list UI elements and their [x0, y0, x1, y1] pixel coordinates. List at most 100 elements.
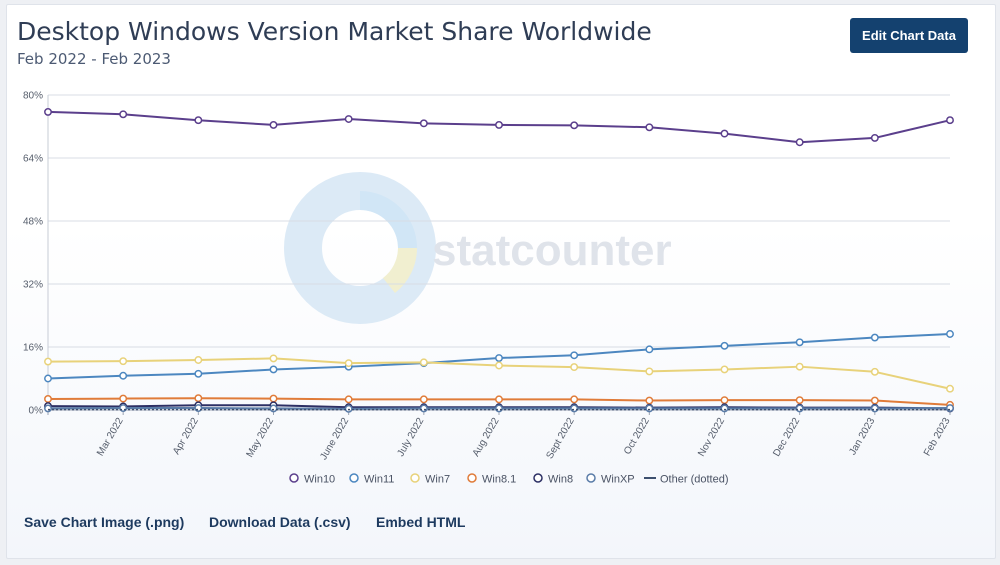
series-win10-point: [946, 116, 954, 125]
legend-marker: [533, 473, 543, 483]
x-axis: Mar 2022 Apr 2022 May 2022 June 2022 July 20…: [47, 410, 953, 462]
series-win10-point: [269, 120, 278, 129]
series-winxp-point: [344, 404, 353, 413]
series-win7-point: [870, 367, 879, 376]
series-win11-point: [44, 374, 52, 383]
date-range-subtitle: Feb 2022 - Feb 2023: [17, 50, 171, 68]
series-win10-point: [795, 138, 804, 147]
legend-marker: [349, 473, 359, 483]
series-win8-1-point: [495, 395, 503, 404]
y-tick-label: 80%: [23, 91, 43, 102]
x-tick-label: June 2022: [318, 416, 351, 462]
y-tick-label: 64%: [23, 154, 43, 165]
legend-label: Other (dotted): [660, 474, 728, 486]
series-win7-point: [645, 367, 654, 376]
y-tick-label: 16%: [23, 343, 43, 354]
series-winxp-point: [870, 404, 879, 413]
legend-marker: [289, 473, 299, 483]
series-win8-1-point: [119, 394, 128, 403]
series-win8-1-point: [44, 395, 52, 403]
series-win10-point: [194, 116, 203, 125]
x-tick-label: May 2022: [245, 416, 277, 460]
series-win8-1-point: [795, 396, 804, 405]
series-win10-point: [419, 119, 428, 128]
x-tick-label: Feb 2023: [922, 416, 953, 458]
series-win8-1-point: [720, 396, 729, 405]
series-win7-point: [946, 384, 954, 393]
x-tick-label: Oct 2022: [622, 416, 652, 457]
x-tick-label: Mar 2022: [95, 416, 126, 458]
series-winxp-point: [570, 404, 579, 413]
series-win7-point: [495, 361, 503, 370]
series-win10-point: [720, 129, 729, 138]
series-win8-1-point: [419, 395, 428, 404]
series-win8-1-point: [570, 395, 579, 404]
series-win7-point: [119, 357, 128, 366]
legend-marker: [586, 473, 596, 483]
series-win11-point: [795, 338, 804, 347]
series-win8-1-point: [269, 394, 278, 403]
x-tick-label: Nov 2022: [696, 416, 727, 459]
legend-label: Win7: [425, 474, 450, 486]
page-title: Desktop Windows Version Market Share Wor…: [17, 17, 652, 46]
series-win7-point: [269, 354, 278, 363]
series-win10-point: [44, 107, 52, 116]
watermark-logo-segment: [360, 191, 417, 248]
series-win10-point: [570, 121, 579, 130]
series-layer: [44, 107, 954, 413]
statcounter-watermark: statcounter: [284, 172, 672, 324]
series-win11-point: [570, 351, 579, 360]
series-winxp-point: [44, 404, 52, 413]
y-tick-label: 32%: [23, 280, 43, 291]
chart-legend: Win10 Win11 Win7 Win8.1 Win8 WinXP Other (dott…: [289, 473, 728, 486]
x-tick-label: July 2022: [395, 416, 426, 459]
legend-label: Win10: [304, 474, 335, 486]
series-win7-point: [419, 358, 428, 367]
series-win11-point: [119, 371, 128, 380]
series-winxp-point: [720, 404, 729, 413]
series-win10-point: [870, 133, 879, 142]
legend-marker: [410, 473, 420, 483]
series-win7-point: [194, 356, 203, 364]
series-win8-1-point: [194, 394, 203, 403]
series-win7-point: [570, 363, 579, 372]
watermark-text: statcounter: [432, 226, 672, 275]
series-win8-1-point: [870, 396, 879, 405]
series-win7-point: [344, 359, 353, 368]
series-win10-point: [645, 123, 654, 132]
y-axis: 0% 16% 32% 48% 64% 80%: [23, 91, 43, 417]
series-win7-point: [720, 365, 729, 374]
series-win7-point: [44, 357, 52, 366]
download-data-link[interactable]: Download Data (.csv): [209, 514, 351, 530]
series-winxp-point: [269, 404, 278, 413]
series-win11-point: [720, 341, 729, 350]
legend-label: Win11: [364, 474, 394, 486]
series-win11-point: [946, 330, 954, 338]
legend-label: Win8.1: [482, 474, 516, 486]
series-win11-point: [194, 369, 203, 378]
x-tick-label: Aug 2022: [471, 416, 502, 459]
series-winxp-point: [795, 404, 804, 413]
x-tick-label: Sept 2022: [544, 416, 577, 461]
legend-marker: [467, 473, 477, 483]
series-win8-1-point: [645, 396, 654, 405]
series-winxp-point: [419, 404, 428, 413]
series-win11-point: [269, 365, 278, 374]
legend-label: WinXP: [601, 474, 635, 486]
save-chart-image-link[interactable]: Save Chart Image (.png): [24, 514, 185, 530]
series-win10-point: [119, 110, 128, 119]
edit-chart-data-button[interactable]: Edit Chart Data: [850, 18, 968, 53]
series-win8-1-point: [344, 395, 353, 404]
series-winxp-point: [495, 404, 503, 413]
series-win11-point: [870, 333, 879, 342]
series-win11-point: [495, 354, 503, 362]
x-tick-label: Dec 2022: [771, 416, 802, 459]
y-tick-label: 48%: [23, 217, 43, 228]
chart-card: [6, 4, 996, 559]
x-tick-label: Apr 2022: [171, 416, 201, 457]
y-tick-label: 0%: [29, 406, 44, 417]
embed-html-link[interactable]: Embed HTML: [376, 514, 466, 530]
series-win10-point: [344, 115, 353, 123]
legend-label: Win8: [548, 474, 573, 486]
